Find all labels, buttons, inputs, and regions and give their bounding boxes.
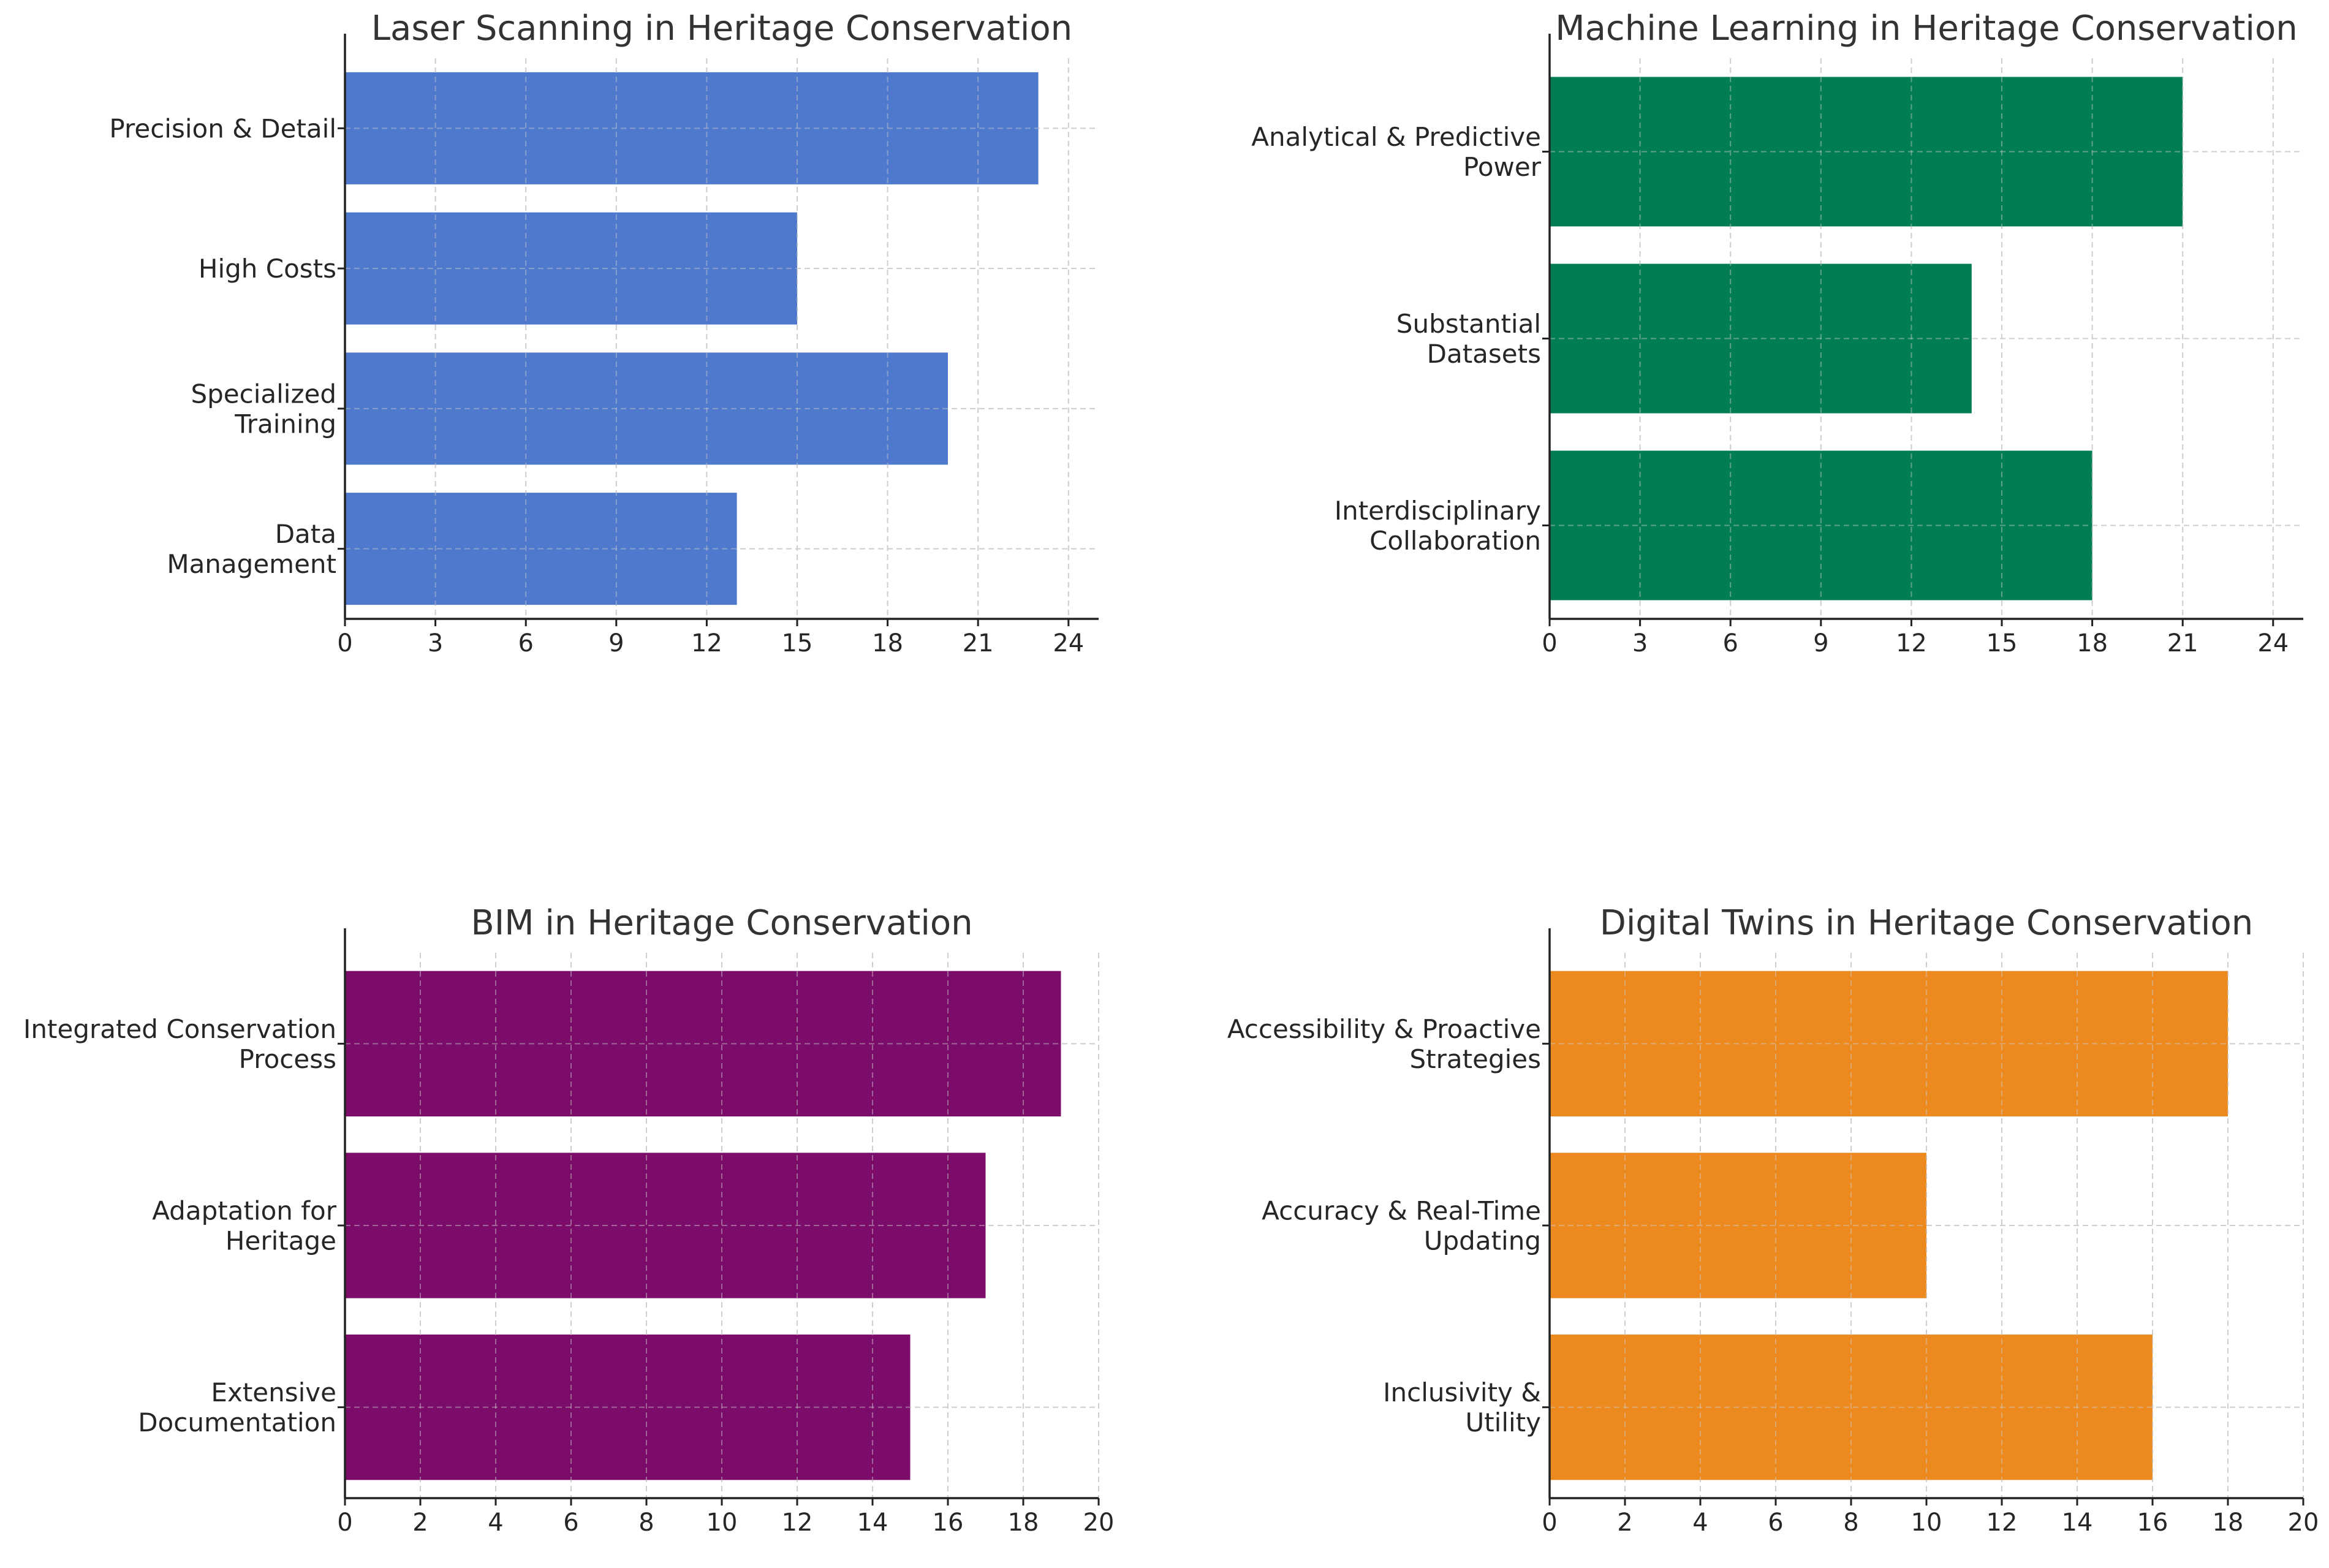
- x-tick-label: 18: [1008, 1509, 1039, 1537]
- x-tick-label: 3: [1632, 629, 1648, 657]
- x-tick-label: 12: [782, 1509, 813, 1537]
- category-label: Training: [234, 409, 336, 439]
- category-label: Datasets: [1427, 339, 1541, 369]
- x-tick-label: 0: [1542, 629, 1557, 657]
- x-tick-label: 10: [1911, 1509, 1942, 1537]
- chart-svg: 0 3 6 9 12 15 18 21 24 Precision & Detail High Cos…: [109, 9, 1099, 657]
- bar: [345, 1335, 911, 1480]
- category-label: Interdisciplinary: [1335, 496, 1541, 526]
- bar: [1550, 450, 2092, 600]
- x-tick-label: 12: [1896, 629, 1927, 657]
- x-tick-label: 0: [1542, 1509, 1557, 1537]
- x-tick-label: 6: [1722, 629, 1738, 657]
- chart-svg: 0 2 4 6 8 10 12 14 16 18 20 Integrated Conservation…: [23, 903, 1115, 1537]
- chart-title: BIM in Heritage Conservation: [471, 903, 972, 943]
- x-tick-label: 0: [337, 629, 352, 657]
- x-tick-label: 2: [1617, 1509, 1632, 1537]
- bar: [1550, 1153, 1926, 1298]
- x-tick-label: 10: [706, 1509, 738, 1537]
- chart-title: Digital Twins in Heritage Conservation: [1600, 903, 2254, 943]
- x-tick-label: 9: [608, 629, 624, 657]
- chart-machine-learning: 0 3 6 9 12 15 18 21 24 Analytical & Predictive Pow…: [1164, 0, 2329, 723]
- x-tick-label: 12: [691, 629, 722, 657]
- category-label: Documentation: [138, 1407, 336, 1437]
- x-tick-label: 14: [2062, 1509, 2093, 1537]
- x-tick-label: 20: [2288, 1509, 2319, 1537]
- category-label: Precision & Detail: [109, 113, 336, 143]
- bar: [345, 971, 1061, 1116]
- category-label: Utility: [1465, 1407, 1541, 1437]
- bar: [345, 1153, 986, 1298]
- x-tick-label: 2: [412, 1509, 428, 1537]
- chart-bim: 0 2 4 6 8 10 12 14 16 18 20 Integrated Conservation…: [0, 895, 1164, 1568]
- category-label: Accessibility & Proactive: [1227, 1014, 1541, 1044]
- category-label: Accuracy & Real-Time: [1262, 1196, 1541, 1226]
- chart-digital-twins: 0 2 4 6 8 10 12 14 16 18 20 Accessibility & Proacti…: [1164, 895, 2329, 1568]
- x-tick-label: 6: [563, 1509, 578, 1537]
- x-tick-label: 6: [518, 629, 533, 657]
- x-tick-label: 4: [1692, 1509, 1708, 1537]
- chart-svg: 0 3 6 9 12 15 18 21 24 Analytical & PredictivePow…: [1251, 9, 2303, 657]
- x-tick-label: 9: [1813, 629, 1828, 657]
- x-tick-label: 4: [488, 1509, 503, 1537]
- x-tick-label: 0: [337, 1509, 352, 1537]
- chart-title: Machine Learning in Heritage Conservatio…: [1555, 9, 2297, 48]
- x-tick-label: 24: [1053, 629, 1084, 657]
- x-tick-label: 12: [1986, 1509, 2018, 1537]
- category-label: Heritage: [225, 1226, 336, 1256]
- x-tick-label: 21: [2167, 629, 2198, 657]
- x-tick-label: 16: [933, 1509, 964, 1537]
- bar: [345, 352, 948, 465]
- category-label: Specialized: [191, 379, 336, 409]
- x-tick-label: 8: [638, 1509, 654, 1537]
- category-label: Adaptation for: [152, 1196, 337, 1226]
- x-tick-label: 16: [2137, 1509, 2168, 1537]
- bar: [1550, 77, 2183, 227]
- category-label: Substantial: [1396, 309, 1541, 339]
- bar: [1550, 971, 2228, 1116]
- x-tick-label: 15: [782, 629, 813, 657]
- category-label: Process: [239, 1044, 336, 1074]
- bar: [345, 493, 737, 605]
- bar: [1550, 1335, 2153, 1480]
- x-tick-label: 8: [1843, 1509, 1858, 1537]
- category-label: Power: [1463, 152, 1542, 182]
- category-label: High Costs: [199, 254, 336, 284]
- chart-laser-scanning: 0 3 6 9 12 15 18 21 24 Precision & Detail High Cos…: [0, 0, 1164, 723]
- x-tick-label: 6: [1768, 1509, 1783, 1537]
- x-tick-label: 24: [2257, 629, 2289, 657]
- bar: [1550, 263, 1972, 414]
- category-label: Analytical & Predictive: [1251, 122, 1541, 152]
- x-tick-label: 18: [872, 629, 903, 657]
- x-tick-label: 15: [1986, 629, 2018, 657]
- bar: [345, 72, 1039, 184]
- chart-title: Laser Scanning in Heritage Conservation: [371, 9, 1072, 48]
- x-tick-label: 3: [428, 629, 443, 657]
- x-tick-label: 18: [2213, 1509, 2244, 1537]
- chart-svg: 0 2 4 6 8 10 12 14 16 18 20 Accessibility & Proacti…: [1227, 903, 2319, 1537]
- category-label: Strategies: [1410, 1044, 1542, 1074]
- category-label: Updating: [1424, 1226, 1541, 1256]
- x-tick-label: 20: [1083, 1509, 1115, 1537]
- x-tick-label: 18: [2077, 629, 2108, 657]
- bar: [345, 212, 797, 325]
- category-label: Collaboration: [1369, 526, 1541, 556]
- category-label: Inclusivity &: [1383, 1377, 1541, 1407]
- category-label: Management: [167, 549, 336, 579]
- category-label: Integrated Conservation: [23, 1014, 336, 1044]
- category-label: Extensive: [211, 1377, 336, 1407]
- x-tick-label: 14: [857, 1509, 888, 1537]
- category-label: Data: [275, 519, 336, 549]
- x-tick-label: 21: [963, 629, 994, 657]
